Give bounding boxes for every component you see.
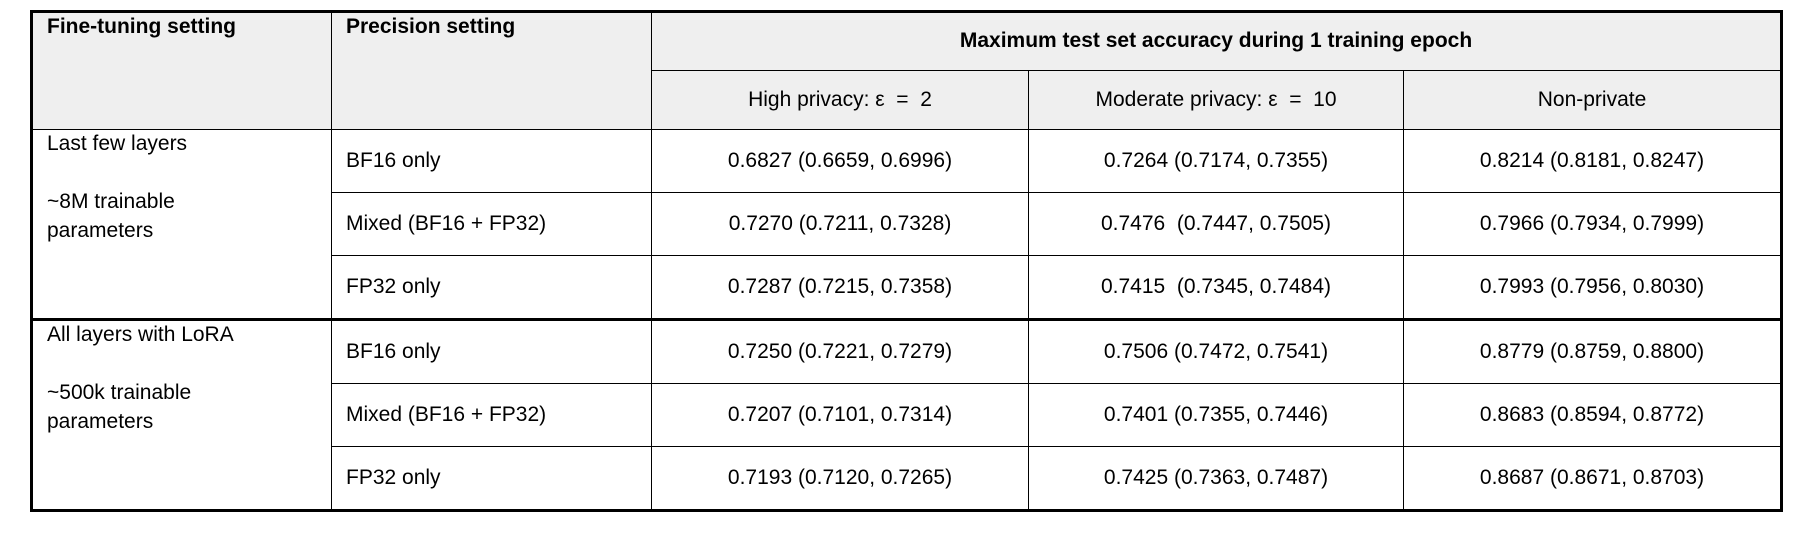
value-cell: 0.8687 (0.8671, 0.8703) <box>1402 446 1783 511</box>
header-moderate-privacy: Moderate privacy: ε = 10 <box>1028 70 1404 130</box>
value-cell: 0.7476 (0.7447, 0.7505) <box>1028 192 1404 256</box>
precision-cell: FP32 only <box>331 446 652 511</box>
table-row: Mixed (BF16 + FP32) 0.7270 (0.7211, 0.73… <box>32 192 1783 256</box>
header-non-private: Non-private <box>1402 70 1783 130</box>
value-cell: 0.7401 (0.7355, 0.7446) <box>1028 383 1404 447</box>
value-cell: 0.7287 (0.7215, 0.7358) <box>651 255 1029 320</box>
value-cell: 0.7193 (0.7120, 0.7265) <box>651 446 1029 511</box>
precision-cell: Mixed (BF16 + FP32) <box>331 383 652 447</box>
value-cell: 0.7966 (0.7934, 0.7999) <box>1402 192 1783 256</box>
value-cell: 0.7270 (0.7211, 0.7328) <box>651 192 1029 256</box>
table-row: Last few layers ~8M trainable parameters… <box>31 129 1783 320</box>
value-cell: 0.7506 (0.7472, 0.7541) <box>1028 318 1404 384</box>
table-row: FP32 only 0.7193 (0.7120, 0.7265) 0.7425… <box>32 446 1783 511</box>
value-cell: 0.7207 (0.7101, 0.7314) <box>651 383 1029 447</box>
table-row: Mixed (BF16 + FP32) 0.7207 (0.7101, 0.73… <box>32 383 1783 447</box>
value-cell: 0.7415 (0.7345, 0.7484) <box>1028 255 1404 320</box>
value-cell: 0.7425 (0.7363, 0.7487) <box>1028 446 1404 511</box>
header-fine-tuning-setting: Fine-tuning setting <box>31 11 332 130</box>
value-cell: 0.6827 (0.6659, 0.6996) <box>651 129 1029 193</box>
group-label-all-layers-lora: All layers with LoRA ~500k trainable par… <box>31 318 332 511</box>
value-cell: 0.7250 (0.7221, 0.7279) <box>651 318 1029 384</box>
accuracy-results-table: Fine-tuning setting Precision setting Ma… <box>30 10 1784 512</box>
value-cell: 0.8214 (0.8181, 0.8247) <box>1402 129 1783 193</box>
precision-cell: Mixed (BF16 + FP32) <box>331 192 652 256</box>
table-row: FP32 only 0.7287 (0.7215, 0.7358) 0.7415… <box>32 255 1783 320</box>
value-cell: 0.8683 (0.8594, 0.8772) <box>1402 383 1783 447</box>
precision-cell: BF16 only <box>331 318 652 384</box>
precision-cell: FP32 only <box>331 255 652 320</box>
header-max-accuracy-group: Maximum test set accuracy during 1 train… <box>650 11 1783 71</box>
header-precision-setting: Precision setting <box>331 11 652 130</box>
header-high-privacy: High privacy: ε = 2 <box>651 70 1029 130</box>
value-cell: 0.7264 (0.7174, 0.7355) <box>1028 129 1404 193</box>
group-label-last-few-layers: Last few layers ~8M trainable parameters <box>31 129 332 320</box>
precision-cell: BF16 only <box>331 129 652 193</box>
value-cell: 0.8779 (0.8759, 0.8800) <box>1402 318 1783 384</box>
table-row: All layers with LoRA ~500k trainable par… <box>31 318 1783 511</box>
value-cell: 0.7993 (0.7956, 0.8030) <box>1402 255 1783 320</box>
